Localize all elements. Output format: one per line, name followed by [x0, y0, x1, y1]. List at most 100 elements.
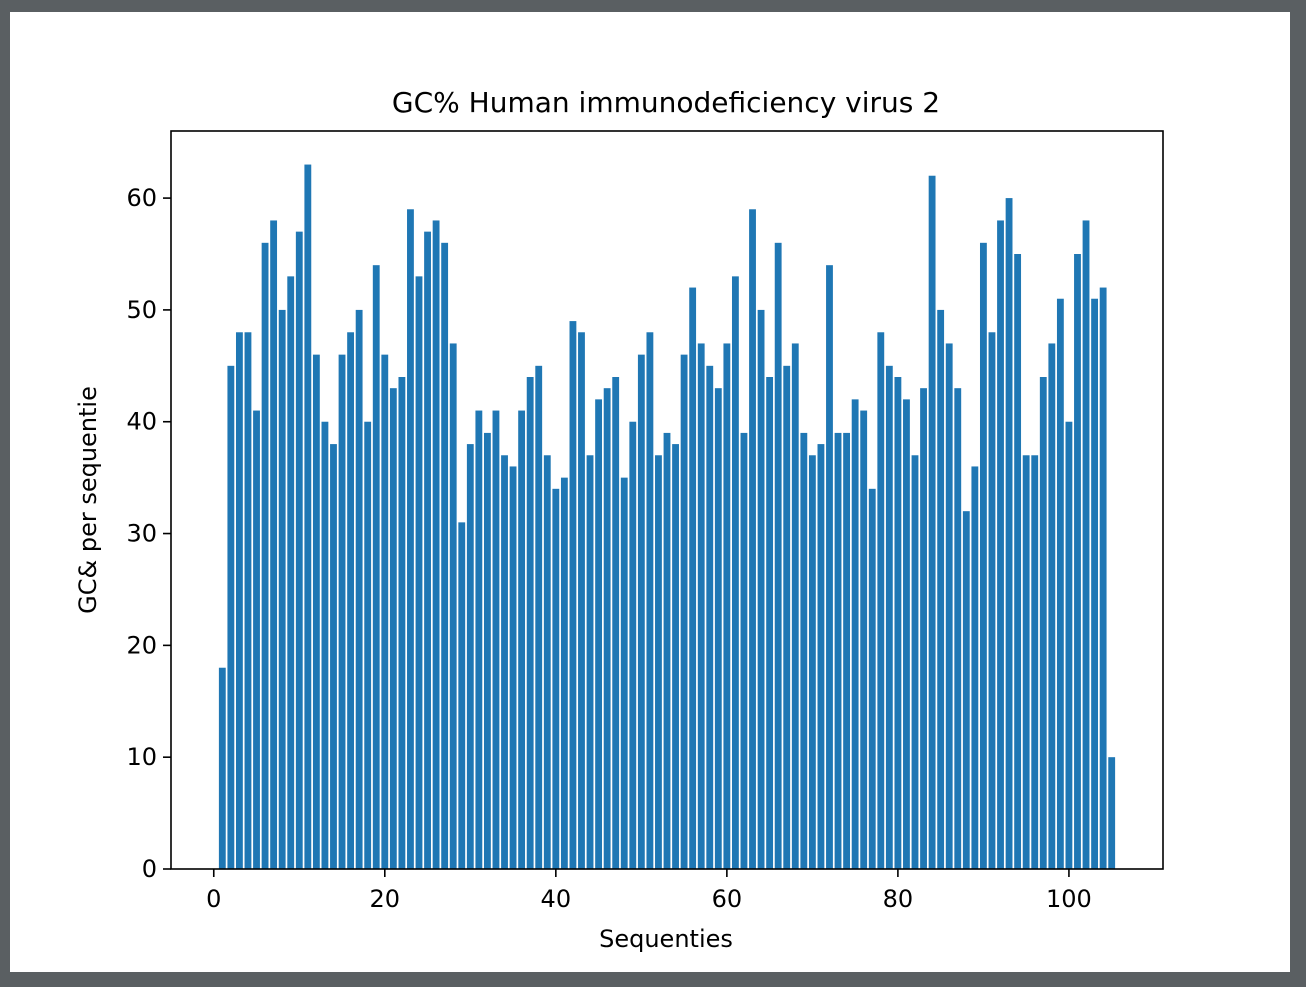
- bar: [1056, 298, 1064, 870]
- bar: [731, 276, 739, 869]
- bar: [578, 332, 585, 869]
- bar: [937, 309, 945, 869]
- bar: [1082, 220, 1090, 869]
- bar: [655, 455, 662, 869]
- bar: [672, 444, 679, 869]
- bar: [330, 444, 337, 869]
- bar: [569, 321, 577, 870]
- bar: [637, 354, 645, 869]
- bar: [338, 354, 346, 869]
- bar: [997, 220, 1004, 869]
- bar: [663, 432, 671, 869]
- bar: [749, 209, 756, 869]
- plot-area-frame: [170, 130, 1164, 870]
- bar: [920, 388, 927, 869]
- x-tick-label: 0: [206, 885, 221, 913]
- bar: [860, 410, 868, 869]
- x-tick-label: 40: [541, 885, 572, 913]
- bar: [971, 466, 979, 869]
- bar: [227, 365, 235, 869]
- bar: [278, 309, 286, 869]
- bar: [689, 287, 697, 869]
- x-axis-ticks: 0 20 40 60 80 100: [206, 869, 1092, 913]
- bar: [826, 265, 833, 869]
- bar: [757, 309, 765, 869]
- bar: [355, 309, 363, 869]
- bar: [526, 377, 534, 869]
- bar: [954, 388, 962, 869]
- bar: [295, 231, 303, 869]
- bar: [407, 209, 414, 869]
- bar: [218, 667, 226, 869]
- y-tick-label: 20: [126, 631, 157, 659]
- bar: [449, 343, 457, 869]
- bar: [1031, 455, 1039, 869]
- bar: [817, 444, 825, 869]
- x-tick-label: 20: [370, 885, 401, 913]
- bar: [235, 332, 243, 869]
- bar: [603, 388, 611, 869]
- bar: [911, 455, 919, 869]
- bar: [1074, 254, 1081, 869]
- bar: [441, 242, 449, 869]
- bar: [287, 276, 295, 869]
- bar: [774, 242, 782, 869]
- x-tick-label: 60: [712, 885, 743, 913]
- x-tick-label: 80: [883, 885, 914, 913]
- bar: [364, 421, 372, 869]
- bar: [706, 365, 714, 869]
- bar: [740, 432, 748, 869]
- bar: [903, 399, 910, 869]
- bar: [261, 242, 269, 869]
- y-tick-label: 10: [126, 743, 157, 771]
- bar: [535, 365, 543, 869]
- bar: [714, 388, 722, 869]
- bar: [543, 455, 551, 869]
- bar-chart: GC% Human immunodeficiency virus 2 0 20 40…: [74, 86, 1164, 953]
- bar: [389, 388, 397, 869]
- bar: [1048, 343, 1056, 869]
- y-tick-label: 50: [126, 296, 157, 324]
- bar: [509, 466, 517, 869]
- y-tick-label: 40: [126, 408, 157, 436]
- bar: [270, 220, 278, 869]
- bar: [928, 175, 936, 870]
- y-tick-label: 30: [126, 520, 157, 548]
- chart-title: GC% Human immunodeficiency virus 2: [392, 86, 940, 119]
- bar: [1091, 298, 1099, 870]
- bar: [1039, 377, 1047, 869]
- bar: [800, 432, 808, 869]
- bar: [1005, 198, 1013, 870]
- bar: [697, 343, 705, 869]
- bar: [843, 432, 851, 869]
- bars: [218, 164, 1116, 870]
- bar: [518, 410, 526, 869]
- bar: [501, 455, 508, 869]
- bar: [595, 399, 603, 869]
- bar: [466, 444, 474, 869]
- bar: [868, 488, 876, 869]
- bar: [492, 410, 500, 869]
- bar: [475, 410, 483, 869]
- bar: [458, 522, 466, 869]
- bar: [979, 242, 987, 869]
- bar: [253, 410, 260, 869]
- bar: [560, 477, 568, 869]
- bar: [988, 332, 996, 869]
- x-axis-label: Sequenties: [599, 925, 733, 953]
- bar: [304, 164, 312, 870]
- bar: [612, 377, 620, 869]
- bar: [586, 455, 594, 869]
- bar: [1014, 254, 1022, 869]
- bar: [894, 377, 902, 869]
- bar: [808, 455, 816, 869]
- bar: [723, 343, 731, 869]
- bar: [629, 421, 637, 869]
- bar: [851, 399, 859, 869]
- bar: [1099, 287, 1107, 869]
- bar: [381, 354, 389, 869]
- bar: [398, 377, 406, 869]
- bar: [834, 432, 842, 869]
- bar: [432, 220, 440, 869]
- y-axis-ticks: 0 10 20 30 40 50 60: [126, 184, 171, 883]
